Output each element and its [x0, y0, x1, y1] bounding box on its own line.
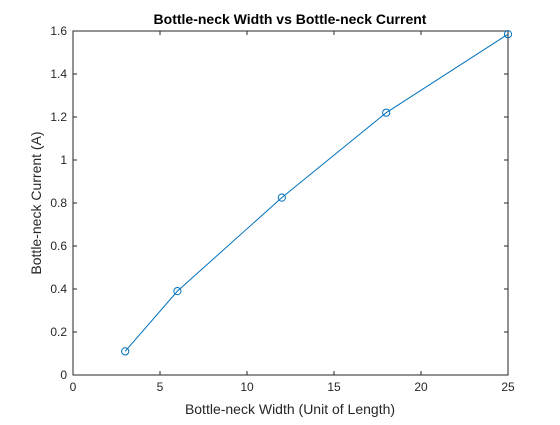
y-tick-label: 0.4 — [50, 282, 67, 296]
y-tick-label: 0.2 — [50, 325, 67, 339]
x-axis-label: Bottle-neck Width (Unit of Length) — [185, 401, 395, 417]
x-tick-label: 20 — [414, 380, 428, 394]
x-tick-label: 0 — [70, 380, 77, 394]
y-tick-label: 1.2 — [50, 110, 67, 124]
y-tick-label: 0 — [60, 368, 67, 382]
data-point-marker — [173, 287, 182, 296]
data-point-marker — [382, 108, 391, 117]
series-layer — [121, 30, 513, 356]
y-tick-label: 1 — [60, 153, 67, 167]
y-axis-label: Bottle-neck Current (A) — [28, 131, 44, 274]
data-point-marker — [503, 30, 513, 39]
y-tick-label: 0.6 — [50, 239, 67, 253]
chart-title: Bottle-neck Width vs Bottle-neck Current — [154, 11, 427, 27]
data-point-marker — [277, 193, 286, 202]
series-line — [124, 33, 509, 352]
data-point-marker — [121, 347, 130, 356]
y-ticks: 0 0.2 0.4 0.6 0.8 1 1.2 1.4 1.6 — [50, 24, 508, 382]
y-tick-label: 0.8 — [50, 196, 67, 210]
y-tick-label: 1.6 — [50, 24, 67, 38]
x-tick-label: 10 — [240, 380, 254, 394]
y-tick-label: 1.4 — [50, 67, 67, 81]
x-ticks: 0 5 10 15 20 25 — [70, 31, 515, 394]
x-tick-label: 25 — [501, 380, 515, 394]
x-tick-label: 15 — [327, 380, 341, 394]
x-tick-label: 5 — [157, 380, 164, 394]
plot-area — [73, 31, 508, 375]
